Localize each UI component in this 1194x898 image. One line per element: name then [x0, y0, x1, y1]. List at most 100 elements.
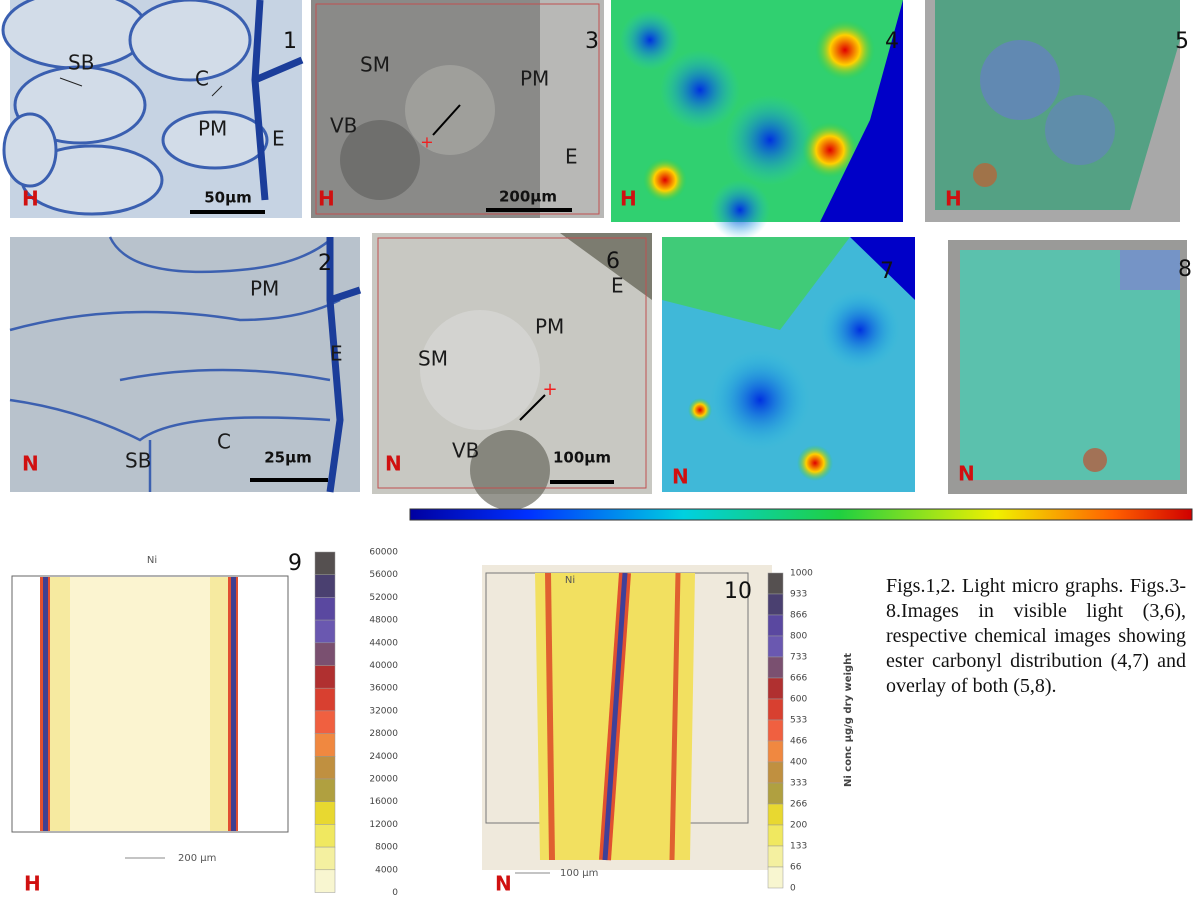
colorbar-segment	[315, 711, 335, 734]
colorbar-segment	[768, 762, 783, 783]
panel-3: + 3 SM PM VB E H 200µm	[311, 0, 604, 218]
colorbar-label: 333	[790, 779, 807, 789]
plant-label: N	[958, 462, 975, 486]
colorbar-label: 66	[790, 863, 802, 873]
colorbar-label: 32000	[369, 706, 398, 716]
colorbar-label: 0	[392, 888, 398, 898]
colorbar-segment	[768, 636, 783, 657]
colorbar-label: 28000	[369, 729, 398, 739]
panel-number: 10	[724, 579, 752, 604]
map-10: Ni 10 N 100 µm Ni conc µg/g dry weight 1…	[482, 565, 854, 896]
panel-number: 2	[318, 251, 332, 276]
colorbar-label: 36000	[369, 684, 398, 694]
panel-5: 5 H	[925, 0, 1189, 222]
plant-label: N	[672, 465, 689, 489]
colorbar-segment	[315, 597, 335, 620]
panel-number: 7	[880, 259, 894, 284]
label: PM	[250, 277, 279, 301]
colorbar-label: 933	[790, 590, 807, 600]
panel-number: 4	[885, 29, 899, 54]
label: E	[565, 145, 578, 169]
label: VB	[330, 114, 357, 138]
label: E	[272, 127, 285, 151]
colorbar-segment	[315, 847, 335, 870]
panel-number: 1	[283, 29, 297, 54]
colorbar-label: 8000	[375, 843, 398, 853]
label: PM	[520, 67, 549, 91]
panel-number: 6	[606, 249, 620, 274]
colorbar-label: 1000	[790, 569, 813, 579]
colorbar-segment	[315, 756, 335, 779]
colorbar-label: 866	[790, 611, 807, 621]
colorbar-label: 60000	[369, 548, 398, 558]
svg-text:+: +	[420, 133, 433, 152]
scale-bar-label: 200µm	[499, 188, 557, 206]
scale-bar-label: 200 µm	[178, 853, 216, 864]
colorbar-segment	[315, 620, 335, 643]
colorbar-label: 44000	[369, 638, 398, 648]
colorbar-segment	[768, 783, 783, 804]
color-scale	[410, 509, 1192, 520]
colorbar-label: 200	[790, 821, 807, 831]
label: C	[195, 67, 209, 91]
scale-bar-label: 25µm	[264, 449, 312, 467]
label: VB	[452, 439, 479, 463]
colorbar-label: 400	[790, 758, 807, 768]
colorbar-label: 0	[790, 884, 796, 894]
colorbar-label: 266	[790, 800, 807, 810]
colorbar-segment	[768, 867, 783, 888]
colorbar-segment	[768, 615, 783, 636]
colorbar-label: 56000	[369, 570, 398, 580]
colorbar-label: 133	[790, 842, 807, 852]
colorbar-label: 20000	[369, 775, 398, 785]
colorbar-label: 48000	[369, 616, 398, 626]
map-title: Ni	[147, 555, 157, 566]
plant-label: H	[620, 187, 637, 211]
colorbar-label: 666	[790, 674, 807, 684]
colorbar-label: 466	[790, 737, 807, 747]
colorbar-label: 800	[790, 632, 807, 642]
colorbar-segment	[315, 666, 335, 689]
colorbar-label: 533	[790, 716, 807, 726]
colorbar-segment	[315, 870, 335, 893]
colorbar-label: 24000	[369, 752, 398, 762]
panel-number: 8	[1178, 257, 1192, 282]
panel-2: 2 PM E SB C N 25µm	[10, 237, 360, 492]
colorbar-segment	[315, 824, 335, 847]
label: E	[611, 274, 624, 298]
label: SB	[68, 51, 94, 75]
colorbar-segment	[768, 846, 783, 867]
label: SB	[125, 449, 151, 473]
colorbar-label: 4000	[375, 865, 398, 875]
colorbar-segment	[768, 678, 783, 699]
colorbar-segment	[768, 825, 783, 846]
plant-label: H	[22, 187, 39, 211]
label: SM	[418, 347, 448, 371]
label: C	[217, 430, 231, 454]
colorbar-segment	[315, 643, 335, 666]
colorbar-label: 12000	[369, 820, 398, 830]
panel-number: 5	[1175, 29, 1189, 54]
panel-number: 3	[585, 29, 599, 54]
colorbar-label: 733	[790, 653, 807, 663]
colorbar-segment	[768, 720, 783, 741]
plant-label: N	[495, 872, 512, 896]
label: PM	[535, 315, 564, 339]
plant-label: H	[945, 187, 962, 211]
colorbar-segment	[768, 573, 783, 594]
scale-bar-label: 100µm	[553, 449, 611, 467]
colorbar-label: 40000	[369, 661, 398, 671]
caption: Figs.1,2. Light micro graphs. Figs.3-8.I…	[886, 574, 1186, 699]
label: PM	[198, 117, 227, 141]
colorbar-segment	[315, 552, 335, 575]
figure: 1 SB C PM E H 50µm + 3 SM PM VB E H 200µ…	[0, 0, 1194, 898]
colorbar-segment	[315, 688, 335, 711]
panel-4: 4 H	[611, 0, 903, 240]
colorbar-label: 52000	[369, 593, 398, 603]
panel-number: 9	[288, 551, 302, 576]
plant-label: H	[318, 187, 335, 211]
panel-7: 7 N	[662, 237, 915, 492]
map-9: Ni 9 H 200 µm 60000560005200048000440004…	[12, 548, 398, 898]
colorbar-segment	[768, 594, 783, 615]
panel-6: + 6 E PM SM VB N 100µm	[372, 233, 652, 510]
